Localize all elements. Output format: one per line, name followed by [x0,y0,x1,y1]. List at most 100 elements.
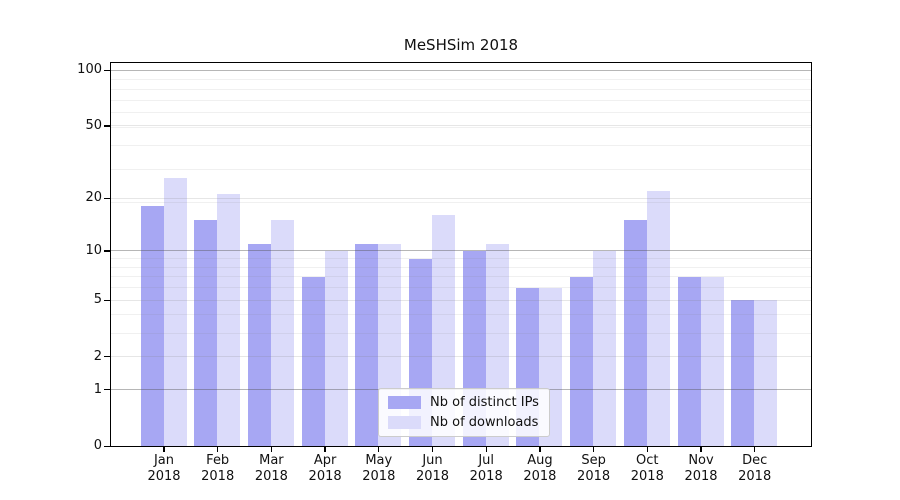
x-tick-year: 2018 [254,469,288,484]
gridline-minor [111,276,811,278]
x-tick-mark [485,446,487,452]
bar-downloads [270,220,294,446]
plot-canvas: Nb of distinct IPs Nb of downloads [111,63,811,446]
x-tick-label: Jun 2018 [401,453,465,485]
gridline-minor [111,99,811,101]
legend-item-downloads: Nb of downloads [388,415,539,430]
x-tick-label: Apr 2018 [293,453,357,485]
gridline-light [111,356,811,358]
y-tick-label: 0 [93,438,102,454]
bar-downloads [217,194,241,446]
bar-distinct-ips [301,276,325,446]
x-tick-mark [646,446,648,452]
x-tick-month: Mar [259,453,284,468]
y-tick-label: 2 [93,348,102,364]
x-tick-label: Sep 2018 [562,453,626,485]
gridline-major [111,69,811,71]
x-tick-month: May [365,453,393,468]
x-tick-label: Jul 2018 [454,453,518,485]
bar-downloads [163,177,187,446]
gridline-major [111,250,811,252]
bar-distinct-ips [194,220,218,446]
x-tick-label: Nov 2018 [669,453,733,485]
x-tick-label: Oct 2018 [615,453,679,485]
gridline-minor [111,112,811,114]
x-tick-mark [700,446,702,452]
x-tick-mark [592,446,595,452]
gridline-minor [111,201,811,203]
x-tick-label: Jan 2018 [132,453,196,485]
bar-downloads [700,276,724,446]
x-tick-label: May 2018 [347,453,411,485]
x-tick-mark [378,446,380,452]
legend-label-distinct-ips: Nb of distinct IPs [430,395,539,410]
x-tick-label: Aug 2018 [508,453,572,485]
bar-distinct-ips [623,220,647,446]
gridline-minor [111,287,811,289]
y-tick-mark [104,250,110,252]
y-tick-mark [104,197,110,199]
bar-distinct-ips [731,300,755,446]
bar-downloads [593,250,617,446]
y-tick-label: 20 [85,190,102,206]
x-tick-month: Jan [153,453,175,468]
x-tick-month: Jun [422,453,443,468]
x-tick-year: 2018 [201,469,235,484]
x-tick-month: Oct [636,453,659,468]
legend-swatch-downloads-icon [388,416,421,429]
x-tick-year: 2018 [577,469,611,484]
legend: Nb of distinct IPs Nb of downloads [378,388,550,437]
x-tick-month: Sep [581,453,606,468]
x-tick-mark [754,446,756,452]
x-tick-month: Dec [742,453,768,468]
gridline-minor [111,126,811,128]
y-tick-mark [104,445,110,447]
x-tick-month: Apr [313,453,337,468]
x-tick-label: Feb 2018 [186,453,250,485]
x-tick-month: Aug [527,453,553,468]
x-tick-mark [539,446,541,452]
y-tick-mark [104,69,110,72]
gridline-light [111,299,811,301]
x-tick-year: 2018 [630,469,664,484]
y-tick-label: 5 [93,292,102,308]
gridline-minor [111,79,811,81]
gridline-light [111,197,811,199]
gridline-minor [111,332,811,334]
gridline-minor [111,314,811,316]
bar-distinct-ips [140,206,164,446]
plot-area: Nb of distinct IPs Nb of downloads [110,62,812,447]
y-tick-label: 1 [93,381,102,397]
gridline-minor [111,266,811,268]
x-tick-month: Nov [688,453,714,468]
y-tick-mark [104,299,110,301]
x-tick-mark [324,446,326,452]
chart-title: MeSHSim 2018 [403,36,519,54]
bar-downloads [324,250,348,446]
x-tick-year: 2018 [308,469,342,484]
x-tick-mark [163,446,165,452]
x-tick-label: Mar 2018 [239,453,303,485]
x-tick-year: 2018 [684,469,718,484]
gridline-minor [111,145,811,147]
y-tick-mark [104,356,110,358]
x-tick-year: 2018 [469,469,503,484]
x-tick-month: Feb [206,453,230,468]
y-tick-label: 10 [85,242,102,258]
y-tick-mark [104,125,110,127]
legend-label-downloads: Nb of downloads [430,415,539,430]
gridline-light [111,125,811,127]
bar-distinct-ips [570,276,594,446]
x-tick-year: 2018 [738,469,772,484]
legend-swatch-distinct-ips-icon [388,396,421,409]
bar-distinct-ips [677,276,701,446]
y-tick-label: 50 [85,118,102,134]
x-tick-label: Dec 2018 [723,453,787,485]
legend-item-distinct-ips: Nb of distinct IPs [388,395,539,410]
x-tick-mark [270,446,273,452]
x-tick-year: 2018 [523,469,557,484]
x-tick-mark [217,446,219,452]
gridline-minor [111,258,811,259]
y-tick-mark [104,389,110,391]
